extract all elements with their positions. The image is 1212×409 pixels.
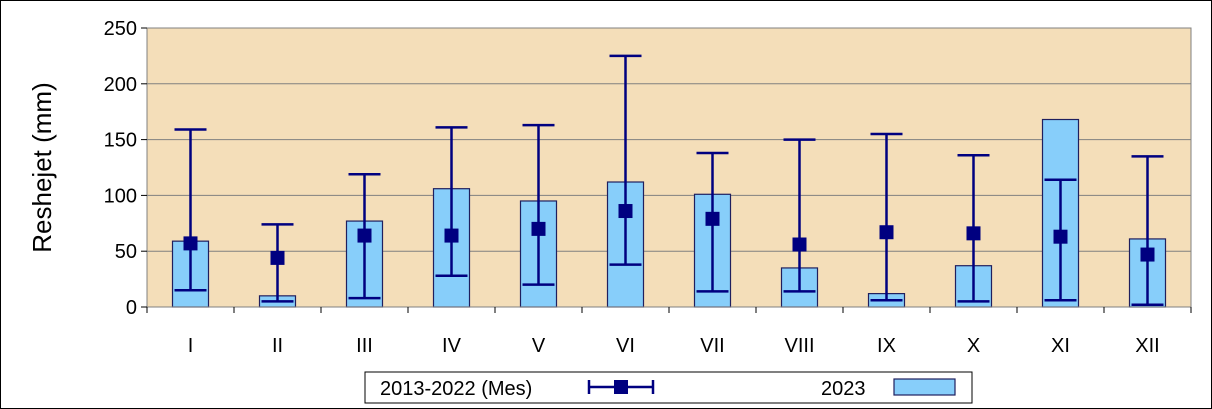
errorbar [783, 138, 816, 293]
mean-marker [966, 226, 981, 241]
errorbar [609, 54, 642, 266]
y-tick-label: 0 [126, 297, 137, 319]
errorbar [870, 132, 903, 302]
x-tick-label: III [356, 335, 373, 357]
mean-marker [1053, 229, 1068, 244]
mean-marker [618, 204, 633, 219]
errorbar [522, 123, 555, 286]
errorbar [174, 128, 207, 292]
mean-marker [879, 225, 894, 240]
mean-marker [183, 236, 198, 251]
errorbar [696, 151, 729, 293]
y-tick-label: 200 [104, 74, 137, 96]
mean-marker [792, 237, 807, 252]
mean-marker [705, 211, 720, 226]
legend: 2013-2022 (Mes) 2023 [364, 371, 973, 404]
errorbar [1131, 155, 1164, 307]
errorbar-series-mes [174, 54, 1164, 307]
x-tick-label: VIII [784, 335, 814, 357]
mean-marker [270, 250, 285, 265]
errorbar [1044, 178, 1077, 302]
x-tick-label: VII [700, 335, 724, 357]
legend-symbol-bar [893, 378, 956, 396]
plot-area [147, 28, 1191, 307]
legend-label-2023: 2023 [821, 378, 866, 400]
x-tick-label: XI [1051, 335, 1070, 357]
errorbar [261, 223, 294, 303]
legend-label-mes: 2013-2022 (Mes) [380, 378, 532, 400]
y-tick-label: 100 [104, 185, 137, 207]
x-tick-label: V [532, 335, 546, 357]
errorbar [957, 153, 990, 303]
x-tick-label: IX [877, 335, 896, 357]
x-tick-label: VI [616, 335, 635, 357]
legend-box [364, 371, 973, 404]
x-tick-label: IV [442, 335, 462, 357]
y-tick-label: 150 [104, 130, 137, 152]
x-tick-label: I [188, 335, 194, 357]
y-axis-ticks: 0 50 100 150 200 250 [104, 18, 147, 319]
legend-symbol-errorbar [587, 380, 655, 394]
x-axis-ticks: I II III IV V VI VII VIII IX X XI XII [146, 307, 1192, 357]
y-tick-label: 250 [104, 18, 137, 40]
y-axis-label: Reshejet (mm) [27, 82, 57, 252]
y-tick-label: 50 [115, 241, 137, 263]
x-tick-label: X [967, 335, 980, 357]
mean-marker [444, 228, 459, 243]
mean-marker [531, 221, 546, 236]
errorbar [435, 126, 468, 278]
errorbar [348, 172, 381, 300]
x-tick-label: XII [1135, 335, 1159, 357]
mean-marker [1140, 247, 1155, 262]
legend-mean-marker [614, 380, 628, 394]
x-tick-label: II [272, 335, 283, 357]
mean-marker [357, 228, 372, 243]
gridlines [147, 83, 1191, 252]
